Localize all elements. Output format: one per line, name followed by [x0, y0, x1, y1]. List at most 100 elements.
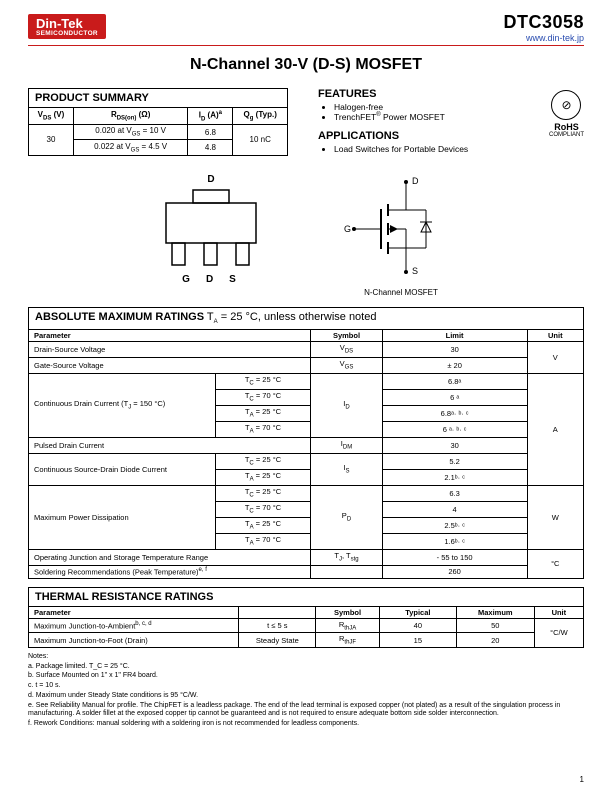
ps-row-id: 4.8	[188, 140, 233, 156]
abs-temp-label: Operating Junction and Storage Temperatu…	[29, 550, 311, 566]
abs-limit: 6.8ᵃ· ᵇ· ᶜ	[382, 406, 527, 422]
abs-header-param: Parameter	[29, 329, 311, 341]
abs-cond: TC = 70 °C	[215, 390, 311, 406]
note-item: f. Rework Conditions: manual soldering w…	[28, 720, 584, 729]
ps-row-rds: 0.022 at VGS = 4.5 V	[73, 140, 187, 156]
ps-header-qg: Qg (Typ.)	[233, 108, 288, 124]
abs-limit: 5.2	[382, 454, 527, 470]
thermal-table: Parameter Symbol Typical Maximum Unit Ma…	[28, 606, 584, 648]
abs-limit: 260	[382, 566, 527, 579]
abs-cond: TC = 25 °C	[215, 454, 311, 470]
note-item: d. Maximum under Steady State conditions…	[28, 692, 584, 701]
rohs-sublabel: COMPLIANT	[549, 132, 584, 138]
product-summary-table: VDS (V) RDS(on) (Ω) ID (A)a Qg (Typ.) 30…	[28, 107, 288, 155]
header-right: DTC3058 www.din-tek.jp	[503, 12, 584, 43]
abs-cond: TA = 25 °C	[215, 406, 311, 422]
abs-power-label: Maximum Power Dissipation	[29, 486, 216, 550]
abs-symbol: PD	[311, 486, 382, 550]
abs-limit: - 55 to 150	[382, 550, 527, 566]
abs-unit: A	[527, 374, 583, 486]
thermal-row-max: 20	[456, 633, 534, 648]
product-summary-block: PRODUCT SUMMARY VDS (V) RDS(on) (Ω) ID (…	[28, 88, 288, 155]
abs-row-unit: V	[527, 342, 583, 374]
abs-limit: 30	[382, 438, 527, 454]
abs-cond: TC = 25 °C	[215, 374, 311, 390]
thermal-row-symbol: RthJA	[316, 618, 380, 633]
abs-symbol: ID	[311, 374, 382, 438]
note-item: e. See Reliability Manual for profile. T…	[28, 702, 584, 720]
thermal-row-param: Maximum Junction-to-Ambientb, c, d	[29, 618, 239, 633]
abs-limit: 2.1ᵇ· ᶜ	[382, 470, 527, 486]
abs-limit: 6 ᵃ· ᵇ· ᶜ	[382, 422, 527, 438]
thermal-row-typ: 40	[379, 618, 456, 633]
abs-limit: 6.8ᵃ	[382, 374, 527, 390]
thermal-header-symbol: Symbol	[316, 606, 380, 618]
abs-diode-label: Continuous Source-Drain Diode Current	[29, 454, 216, 486]
logo-main: Din-Tek	[36, 17, 98, 31]
thermal-header-typical: Typical	[379, 606, 456, 618]
symbol-caption: N-Channel MOSFET	[336, 288, 466, 297]
pin-labels: GDS	[158, 274, 276, 285]
abs-limit: 1.6ᵇ· ᶜ	[382, 534, 527, 550]
abs-max-label: ABSOLUTE MAXIMUM RATINGS	[35, 311, 204, 323]
thermal-header-maximum: Maximum	[456, 606, 534, 618]
thermal-unit: °C/W	[534, 618, 583, 647]
thermal-row-max: 50	[456, 618, 534, 633]
feature-item: Halogen-free	[334, 102, 584, 112]
schematic-symbol: D G S	[336, 174, 466, 297]
rohs-badge: ⊘ RoHS COMPLIANT	[549, 90, 584, 138]
abs-pulsed-label: Pulsed Drain Current	[29, 438, 311, 454]
product-summary-heading: PRODUCT SUMMARY	[28, 88, 288, 107]
abs-row-limit: ± 20	[382, 358, 527, 374]
svg-text:S: S	[412, 266, 418, 276]
thermal-row-symbol: RthJF	[316, 633, 380, 648]
abs-unit: W	[527, 486, 583, 550]
website-link[interactable]: www.din-tek.jp	[503, 33, 584, 43]
abs-row-param: Gate-Source Voltage	[29, 358, 311, 374]
ps-vds-value: 30	[29, 124, 74, 155]
pbfree-icon: ⊘	[551, 90, 581, 120]
abs-symbol	[311, 566, 382, 579]
abs-symbol: IS	[311, 454, 382, 486]
brand-logo: Din-Tek SEMICONDUCTOR	[28, 14, 106, 39]
note-item: a. Package limited. T_C = 25 °C.	[28, 663, 584, 672]
abs-cond: TA = 70 °C	[215, 422, 311, 438]
thermal-header-cond	[239, 606, 316, 618]
features-heading: FEATURES	[318, 88, 584, 100]
ps-row-id: 6.8	[188, 124, 233, 140]
features-block: FEATURES Halogen-free TrenchFET® Power M…	[318, 88, 584, 162]
abs-header-symbol: Symbol	[311, 329, 382, 341]
note-item: b. Surface Mounted on 1" x 1" FR4 board.	[28, 672, 584, 681]
abs-max-table: Parameter Symbol Limit Unit Drain-Source…	[28, 329, 584, 579]
pin-d-label: D	[206, 274, 229, 285]
thermal-header-unit: Unit	[534, 606, 583, 618]
notes-heading: Notes:	[28, 653, 584, 662]
pin-g-label: G	[182, 274, 206, 285]
abs-max-title: ABSOLUTE MAXIMUM RATINGS TA = 25 °C, unl…	[28, 307, 584, 328]
thermal-title: THERMAL RESISTANCE RATINGS	[28, 587, 584, 606]
abs-header-unit: Unit	[527, 329, 583, 341]
package-diagram: D GDS	[146, 174, 276, 297]
abs-max-condition: TA = 25 °C, unless otherwise noted	[204, 311, 376, 323]
abs-cond: TC = 70 °C	[215, 502, 311, 518]
header-separator	[28, 45, 584, 46]
abs-row-limit: 30	[382, 342, 527, 358]
thermal-row-param: Maximum Junction-to-Foot (Drain)	[29, 633, 239, 648]
abs-solder-label: Soldering Recommendations (Peak Temperat…	[29, 566, 311, 579]
ps-header-id: ID (A)a	[188, 108, 233, 124]
rohs-label: RoHS	[549, 122, 584, 132]
abs-limit: 2.5ᵇ· ᶜ	[382, 518, 527, 534]
feature-item: TrenchFET® Power MOSFET	[334, 112, 584, 122]
abs-cond: TA = 70 °C	[215, 534, 311, 550]
thermal-row-cond: t ≤ 5 s	[239, 618, 316, 633]
mosfet-symbol-icon: D G S	[336, 174, 466, 284]
thermal-row-typ: 15	[379, 633, 456, 648]
abs-limit: 6 ᵃ	[382, 390, 527, 406]
abs-drain-current-label: Continuous Drain Current (TJ = 150 °C)	[29, 374, 216, 438]
ps-header-vds: VDS (V)	[29, 108, 74, 124]
page-number: 1	[580, 775, 584, 784]
abs-symbol: IDM	[311, 438, 382, 454]
abs-cond: TA = 25 °C	[215, 518, 311, 534]
thermal-row-cond: Steady State	[239, 633, 316, 648]
drain-pin-label: D	[146, 174, 276, 185]
